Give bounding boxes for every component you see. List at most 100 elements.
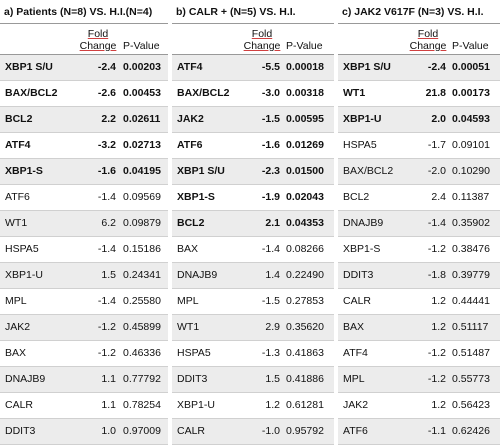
fold-change-value: -1.4 [261,243,280,255]
table-row: HSPA5 -1.3 0.41863 [172,341,334,367]
fold-change-value: -1.4 [97,295,116,307]
column-header-row: Fold Change P-Value [0,24,168,55]
table-row: HSPA5 -1.4 0.15186 [0,237,168,263]
p-value: 0.41863 [286,347,324,359]
fold-change-value: -1.9 [261,191,280,203]
fold-change-value: -1.5 [261,295,280,307]
table-row: JAK2 -1.2 0.45899 [0,315,168,341]
fold-change-value: -1.0 [261,425,280,437]
table-row: ATF4 -1.2 0.51487 [338,341,500,367]
table-row: BAX -1.2 0.46336 [0,341,168,367]
table-row: WT1 6.2 0.09879 [0,211,168,237]
table-row: XBP1 S/U -2.3 0.01500 [172,159,334,185]
fold-change-value: 1.1 [101,399,116,411]
gene-name: XBP1-U [343,113,382,125]
gene-name: MPL [5,295,27,307]
panel-calr-vs-hi: b) CALR + (N=5) VS. H.I. Fold Change P-Val… [172,0,334,445]
p-value: 0.56423 [452,399,490,411]
p-value-header: P-Value [123,40,160,52]
table-row: BAX/BCL2 -2.6 0.00453 [0,81,168,107]
fold-change-value: 2.0 [431,113,446,125]
gene-name: DDIT3 [5,425,36,437]
table-row: BAX -1.4 0.08266 [172,237,334,263]
p-value: 0.61281 [286,399,324,411]
gene-name: BAX [177,243,199,255]
fold-change-header: Fold Change [243,28,281,52]
fold-change-value: -2.4 [97,61,116,73]
table-row: WT1 21.8 0.00173 [338,81,500,107]
fold-change-value: 2.4 [431,191,446,203]
table-row: MPL -1.4 0.25580 [0,289,168,315]
table-row: DNAJB9 -1.4 0.35902 [338,211,500,237]
table-row: MPL -1.5 0.27853 [172,289,334,315]
p-value: 0.08266 [286,243,324,255]
table-row: ATF4 -3.2 0.02713 [0,133,168,159]
panel-title: a) Patients (N=8) VS. H.I.(N=4) [0,0,168,24]
gene-name: ATF6 [5,191,30,203]
gene-name: HSPA5 [177,347,211,359]
gene-name: BAX [5,347,27,359]
panel-title: c) JAK2 V617F (N=3) VS. H.I. [338,0,500,24]
gene-name: BAX [343,321,365,333]
fold-change-value: 1.4 [265,269,280,281]
p-value-header: P-Value [452,40,489,52]
gene-name: BAX/BCL2 [343,165,394,177]
p-value: 0.77792 [123,373,161,385]
p-value: 0.00595 [286,113,324,125]
fold-change-header: Fold Change [409,28,447,52]
fold-change-value: 1.5 [101,269,116,281]
gene-name: XBP1-S [5,165,43,177]
fold-change-value: -2.3 [261,165,280,177]
gene-name: DDIT3 [343,269,374,281]
fold-change-value: 1.2 [431,295,446,307]
gene-name: DNAJB9 [5,373,46,385]
gene-name: XBP1 S/U [343,61,391,73]
table-row: ATF6 -1.6 0.01269 [172,133,334,159]
fold-change-value: -1.2 [97,347,116,359]
gene-name: DNAJB9 [177,269,218,281]
fold-change-value: -2.4 [427,61,446,73]
fold-change-value: -2.6 [97,87,116,99]
gene-name: CALR [177,425,206,437]
gene-name: XBP1 S/U [5,61,53,73]
p-value: 0.09879 [123,217,161,229]
fold-change-value: 1.1 [101,373,116,385]
gene-name: XBP1-S [343,243,381,255]
p-value: 0.09101 [452,139,490,151]
table-row: BCL2 2.4 0.11387 [338,185,500,211]
fold-change-value: 6.2 [101,217,116,229]
gene-name: XBP1-S [177,191,215,203]
fold-change-value: -1.6 [97,165,116,177]
table-row: DDIT3 1.0 0.97009 [0,419,168,445]
column-header-row: Fold Change P-Value [172,24,334,55]
p-value: 0.15186 [123,243,161,255]
gene-name: BAX/BCL2 [5,87,58,99]
p-value: 0.00173 [452,87,490,99]
fold-change-header: Fold Change [79,28,117,52]
gene-name: MPL [343,373,365,385]
p-value: 0.25580 [123,295,161,307]
p-value: 0.38476 [452,243,490,255]
fold-change-value: 1.5 [265,373,280,385]
p-value: 0.22490 [286,269,324,281]
gene-name: MPL [177,295,199,307]
table-row: BAX 1.2 0.51117 [338,315,500,341]
p-value: 0.00203 [123,61,161,73]
p-value: 0.09569 [123,191,161,203]
gene-name: JAK2 [5,321,31,333]
p-value: 0.00051 [452,61,490,73]
fold-change-value: -3.0 [261,87,280,99]
fold-change-value: 2.2 [101,113,116,125]
fold-change-value: -3.2 [97,139,116,151]
table-row: ATF6 -1.4 0.09569 [0,185,168,211]
gene-name: BAX/BCL2 [177,87,230,99]
gene-name: ATF4 [177,61,203,73]
gene-name: WT1 [5,217,28,229]
p-value: 0.04353 [286,217,324,229]
fold-change-value: -1.7 [427,139,446,151]
fold-change-value: -1.2 [427,373,446,385]
table-row: XBP1 S/U -2.4 0.00203 [0,55,168,81]
table-row: BAX/BCL2 -2.0 0.10290 [338,159,500,185]
table-row: JAK2 -1.5 0.00595 [172,107,334,133]
